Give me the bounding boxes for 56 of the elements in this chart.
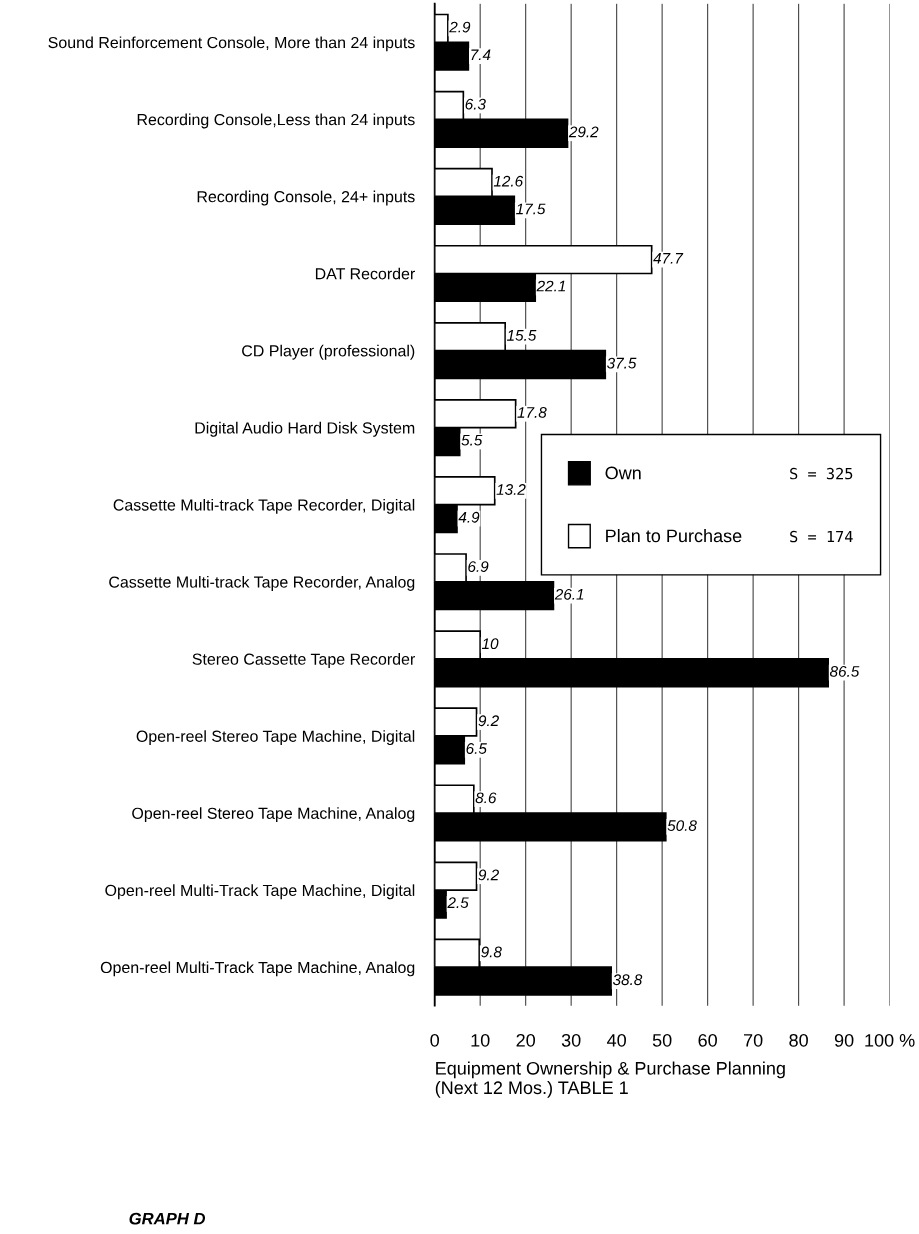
x-tick-label: 60 <box>698 1033 717 1047</box>
x-tick-label: 10 <box>471 1033 490 1047</box>
y-tick-label: Cassette Multi-track Tape Recorder, Digital <box>113 498 415 514</box>
y-tick-label: Open-reel Stereo Tape Machine, Digital <box>136 730 415 746</box>
x-tick-label: 30 <box>561 1033 581 1047</box>
y-tick-label: Stereo Cassette Tape Recorder <box>192 653 415 668</box>
x-tick-label: 80 <box>789 1033 808 1047</box>
data-label: 8.6 <box>475 792 497 804</box>
data-label: 6.5 <box>466 743 487 754</box>
x-tick-label: 50 <box>652 1033 672 1047</box>
x-tick-label: 0 <box>430 1033 439 1047</box>
y-tick-label: Open-reel Stereo Tape Machine, Analog <box>132 807 415 823</box>
data-label: 29.2 <box>568 126 599 138</box>
data-label: 6.3 <box>465 98 486 110</box>
y-tick-label: Open-reel Multi-Track Tape Machine, Analog <box>100 961 415 977</box>
data-label: 17.8 <box>517 407 547 418</box>
legend-label: Plan to Purchase <box>606 529 742 543</box>
data-label: 37.5 <box>607 357 637 369</box>
legend-label: Own <box>605 466 641 480</box>
x-tick-label: 20 <box>516 1033 535 1047</box>
data-label: 50.8 <box>667 820 697 831</box>
data-label: 9.8 <box>481 946 502 958</box>
data-label: 9.2 <box>478 715 499 727</box>
data-label: 5.5 <box>461 434 483 446</box>
data-label: 7.4 <box>471 49 491 61</box>
data-label: 86.5 <box>829 666 860 677</box>
annotation: S = 325 <box>790 467 853 480</box>
x-tick-label: 100 % <box>865 1033 915 1047</box>
data-label: 4.9 <box>458 511 480 523</box>
data-label: 13.2 <box>496 484 526 495</box>
data-label: 26.1 <box>554 588 584 600</box>
data-label: 15.5 <box>506 330 537 341</box>
y-tick-label: Recording Console, 24+ inputs <box>197 190 415 206</box>
y-tick-label: Recording Console,Less than 24 inputs <box>137 113 415 129</box>
data-label: 2.9 <box>449 21 471 33</box>
data-label: 38.8 <box>612 974 643 986</box>
y-tick-label: Digital Audio Hard Disk System <box>195 421 415 437</box>
data-label: 6.9 <box>468 561 489 573</box>
annotation: S = 174 <box>790 530 853 543</box>
data-label: 22.1 <box>536 280 566 292</box>
y-tick-label: DAT Recorder <box>315 267 415 280</box>
data-label: 17.5 <box>516 203 546 215</box>
x-tick-label: 40 <box>607 1033 626 1047</box>
y-tick-label: Open-reel Multi-Track Tape Machine, Digital <box>105 884 415 900</box>
text: GRAPH D <box>129 1212 206 1225</box>
y-tick-label: CD Player (professional) <box>242 344 415 360</box>
x-axis-title: Equipment Ownership & Purchase Planning (Next 12 Mos.) TABLE 1 <box>435 1061 785 1098</box>
x-tick-label: 70 <box>744 1033 763 1047</box>
y-tick-label: Cassette Multi-track Tape Recorder, Analog <box>109 576 415 591</box>
data-label: 47.7 <box>653 253 684 264</box>
x-tick-label: 90 <box>834 1033 854 1047</box>
data-label: 2.5 <box>447 897 469 909</box>
data-label: 10 <box>481 638 499 650</box>
data-label: 12.6 <box>493 175 524 187</box>
y-tick-label: Sound Reinforcement Console, More than 24 inputs <box>48 36 415 52</box>
data-label: 9.2 <box>478 869 499 881</box>
